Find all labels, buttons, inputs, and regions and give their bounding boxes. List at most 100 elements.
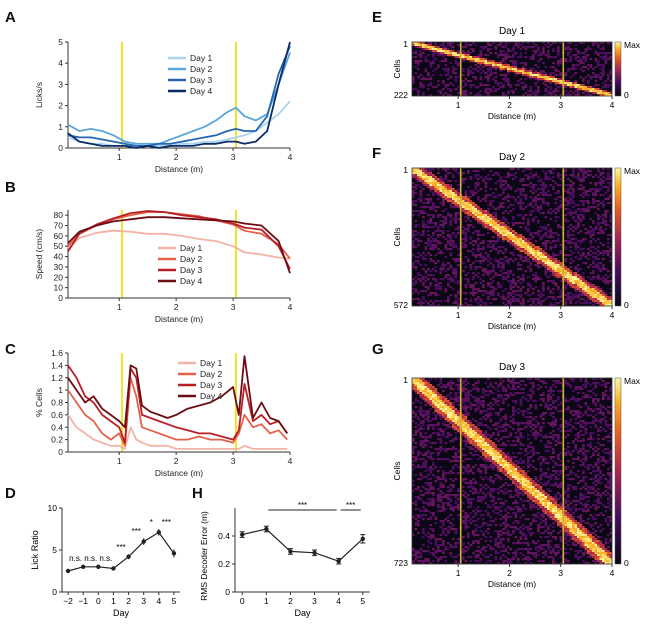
heatmap-cell: [542, 398, 545, 401]
heatmap-cell: [574, 386, 578, 389]
heatmap-cell: [539, 184, 543, 187]
heatmap-cell: [547, 260, 550, 263]
heatmap-cell: [589, 206, 593, 209]
heatmap-cell: [442, 178, 445, 181]
heatmap-cell: [584, 48, 588, 51]
heatmap-cell: [529, 446, 533, 449]
heatmap-cell: [557, 396, 560, 399]
heatmap-cell: [444, 208, 448, 211]
x-tick-label: 2: [507, 310, 512, 320]
heatmap-cell: [452, 192, 455, 195]
heatmap-cell: [522, 298, 525, 301]
heatmap-cell: [527, 412, 530, 415]
heatmap-cell: [507, 394, 510, 397]
heatmap-cell: [479, 282, 483, 285]
heatmap-cell: [462, 232, 465, 235]
heatmap-cell: [574, 286, 578, 289]
y-tick-label: 80: [54, 210, 64, 220]
heatmap-cell: [544, 44, 548, 47]
heatmap-cell: [609, 296, 613, 299]
heatmap-cell: [534, 438, 538, 441]
heatmap-cell: [567, 242, 570, 245]
heatmap-cell: [602, 48, 605, 51]
heatmap-cell: [417, 378, 420, 381]
heatmap-cell: [557, 276, 560, 279]
heatmap-cell: [494, 298, 498, 301]
heatmap-cell: [579, 412, 583, 415]
heatmap-cell: [594, 292, 598, 295]
heatmap-cell: [587, 190, 590, 193]
heatmap-cell: [559, 266, 563, 269]
heatmap-cell: [534, 280, 538, 283]
heatmap-cell: [607, 440, 610, 443]
heatmap-cell: [599, 268, 603, 271]
heatmap-cell: [554, 298, 558, 301]
heatmap-cell: [412, 412, 415, 415]
heatmap-cell: [534, 92, 538, 95]
heatmap-cell: [602, 74, 605, 77]
heatmap-cell: [452, 50, 455, 53]
heatmap-cell: [519, 208, 523, 211]
heatmap-cell: [469, 220, 473, 223]
heatmap-cell: [607, 302, 610, 305]
heatmap-cell: [424, 46, 428, 49]
heatmap-cell: [442, 434, 445, 437]
heatmap-cell: [424, 78, 428, 81]
heatmap-cell: [449, 188, 453, 191]
heatmap-cell: [464, 178, 468, 181]
heatmap-cell: [517, 202, 520, 205]
heatmap-cell: [542, 212, 545, 215]
heatmap-cell: [412, 186, 415, 189]
heatmap-cell: [577, 386, 580, 389]
heatmap-cell: [514, 392, 518, 395]
heatmap-cell: [607, 210, 610, 213]
heatmap-cell: [462, 94, 465, 97]
heatmap-cell: [499, 448, 503, 451]
heatmap-cell: [544, 406, 548, 409]
heatmap-cell: [517, 246, 520, 249]
heatmap-cell: [544, 264, 548, 267]
heatmap-cell: [482, 274, 485, 277]
heatmap-cell: [542, 380, 545, 383]
heatmap-cell: [602, 72, 605, 75]
heatmap-cell: [492, 192, 495, 195]
heatmap-cell: [489, 62, 493, 65]
heatmap-cell: [452, 424, 455, 427]
heatmap-cell: [504, 436, 508, 439]
heatmap-cell: [584, 208, 588, 211]
heatmap-cell: [569, 286, 573, 289]
heatmap-cell: [434, 188, 438, 191]
heatmap-cell: [484, 210, 488, 213]
heatmap-cell: [534, 286, 538, 289]
heatmap-cell: [607, 190, 610, 193]
heatmap-cell: [422, 440, 425, 443]
heatmap-cell: [419, 82, 423, 85]
heatmap-cell: [467, 208, 470, 211]
heatmap-cell: [444, 190, 448, 193]
heatmap-cell: [447, 198, 450, 201]
heatmap-cell: [564, 204, 568, 207]
heatmap-cell: [569, 198, 573, 201]
heatmap-cell: [609, 202, 613, 205]
heatmap-cell: [529, 398, 533, 401]
significance-label: ***: [346, 501, 355, 510]
heatmap-cell: [557, 434, 560, 437]
heatmap-cell: [572, 174, 575, 177]
heatmap-cell: [582, 446, 585, 449]
heatmap-cell: [594, 240, 598, 243]
heatmap-cell: [434, 46, 438, 49]
heatmap-cell: [452, 268, 455, 271]
heatmap-cell: [544, 80, 548, 83]
heatmap-cell: [492, 448, 495, 451]
heatmap-cell: [602, 52, 605, 55]
heatmap-cell: [424, 414, 428, 417]
heatmap-cell: [549, 436, 553, 439]
heatmap-cell: [422, 386, 425, 389]
heatmap-cell: [532, 288, 535, 291]
heatmap-cell: [424, 56, 428, 59]
heatmap-cell: [592, 92, 595, 95]
heatmap-cell: [429, 404, 433, 407]
heatmap-cell: [567, 292, 570, 295]
heatmap-cell: [497, 232, 500, 235]
